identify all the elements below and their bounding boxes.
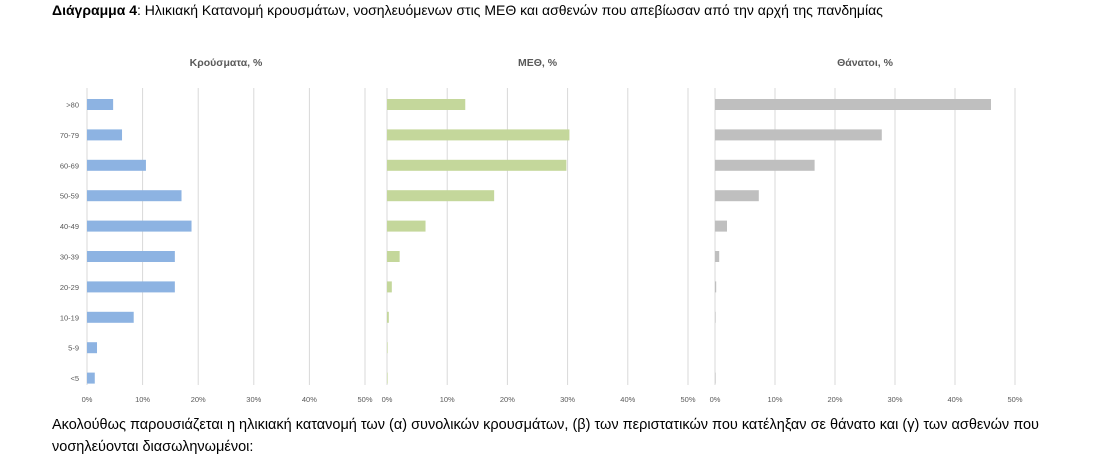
x-tick-label: 10% [135, 395, 150, 404]
x-tick-label: 30% [887, 395, 902, 404]
bar [87, 99, 114, 110]
x-tick-label: 30% [246, 395, 261, 404]
bar [87, 159, 146, 171]
bar [715, 281, 717, 293]
x-tick-label: 30% [560, 395, 575, 404]
bar [87, 251, 175, 262]
x-tick-label: 40% [302, 395, 317, 404]
chart-panel-3: 0% 10% 20% 30% 40% 50% Θάνατοι, % [710, 57, 1023, 404]
bar [387, 99, 466, 110]
chart-panel-2: 0% 10% 20% 30% 40% 50% ΜΕΘ, % [382, 57, 696, 404]
bar [715, 159, 815, 171]
bar [387, 220, 426, 232]
chart-title: Θάνατοι, % [837, 57, 893, 69]
bar [715, 190, 759, 202]
bar [87, 220, 192, 232]
x-tick-label: 40% [947, 395, 962, 404]
x-tick-label: 10% [440, 395, 455, 404]
x-tick-label: 40% [620, 395, 635, 404]
bar [715, 129, 882, 141]
chart-panel-1: 0% 10% 20% 30% 40% 50% Κρούσματα, % >80 70-79 60-… [60, 57, 373, 404]
bar [715, 372, 716, 384]
category-label: 5-9 [68, 344, 79, 353]
x-tick-label: 0% [82, 395, 93, 404]
bar [87, 372, 95, 384]
figure-caption: Διάγραμμα 4: Ηλικιακή Κατανομή κρουσμάτω… [52, 0, 883, 20]
x-tick-label: 20% [827, 395, 842, 404]
category-label: <5 [70, 374, 79, 383]
bar [87, 190, 182, 202]
bar [715, 99, 991, 110]
caption-text: : Ηλικιακή Κατανομή κρουσμάτων, νοσηλευό… [137, 2, 883, 18]
bar [387, 159, 567, 171]
chart-title: ΜΕΘ, % [518, 57, 558, 69]
category-label: >80 [66, 101, 79, 110]
category-label: 70-79 [60, 131, 79, 140]
chart-title: Κρούσματα, % [190, 57, 263, 69]
body-paragraph: Ακολούθως παρουσιάζεται η ηλικιακή καταν… [52, 417, 1039, 455]
age-distribution-charts: 0% 10% 20% 30% 40% 50% Κρούσματα, % >80 70-79 60-… [60, 57, 1023, 404]
bar [87, 311, 134, 323]
x-tick-label: 20% [500, 395, 515, 404]
bar [87, 342, 98, 354]
x-tick-label: 10% [767, 395, 782, 404]
bar [387, 342, 388, 354]
x-tick-label: 0% [382, 395, 393, 404]
category-label: 10-19 [60, 313, 79, 322]
category-label: 30-39 [60, 253, 79, 262]
bar [387, 129, 570, 141]
bar [387, 190, 495, 202]
x-tick-label: 50% [357, 395, 372, 404]
category-label: 50-59 [60, 192, 79, 201]
x-tick-label: 50% [1007, 395, 1022, 404]
bar [387, 372, 388, 384]
bar [87, 129, 123, 141]
x-tick-label: 50% [680, 395, 695, 404]
x-tick-label: 0% [710, 395, 721, 404]
caption-label: Διάγραμμα 4 [52, 2, 138, 18]
bar [715, 220, 727, 232]
bar [387, 251, 400, 262]
category-label: 40-49 [60, 222, 79, 231]
category-label: 20-29 [60, 283, 79, 292]
category-label: 60-69 [60, 161, 79, 170]
bar [715, 311, 716, 323]
bar [87, 281, 175, 293]
bar [715, 251, 720, 262]
bar [387, 281, 392, 293]
bar [387, 311, 389, 323]
x-tick-label: 20% [191, 395, 206, 404]
